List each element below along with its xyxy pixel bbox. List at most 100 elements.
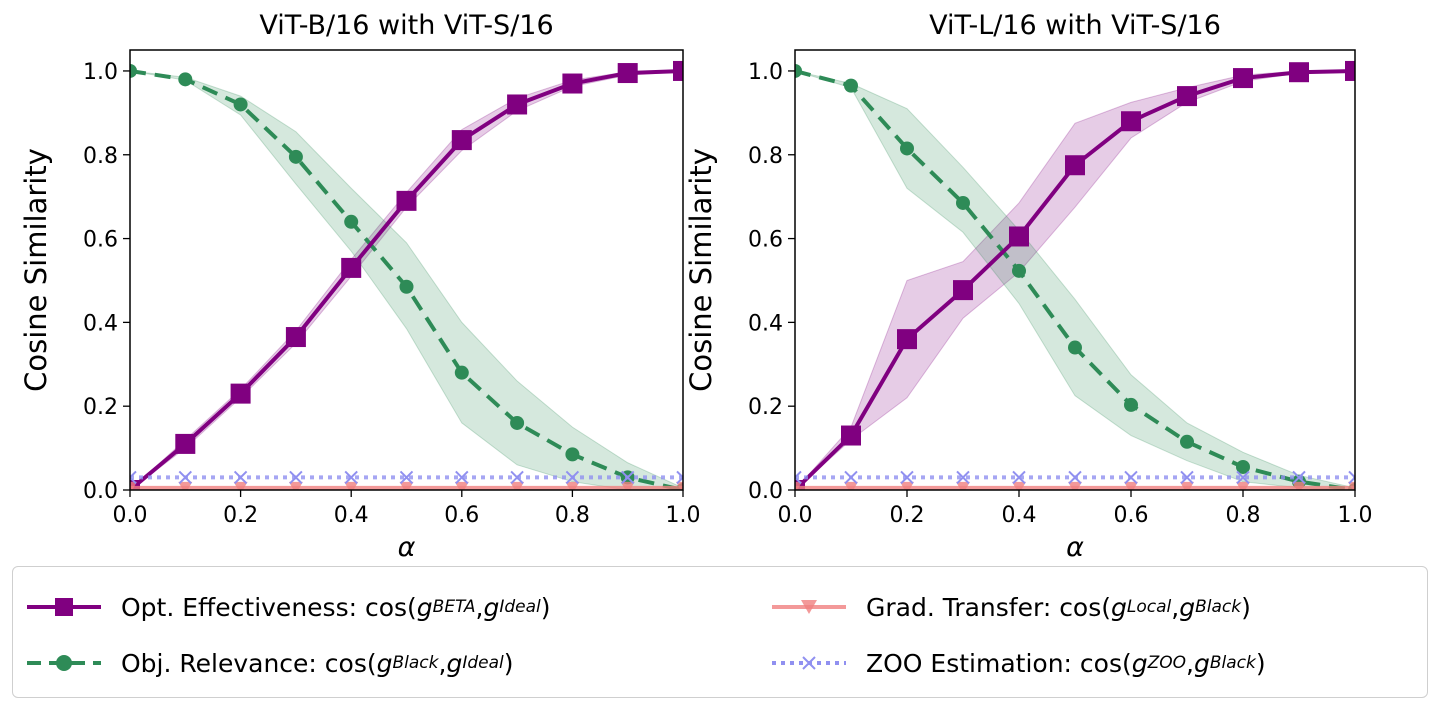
data-point-square — [953, 280, 973, 301]
subplot-1: 0.0 0.2 0.4 0.6 0.8 1.0 0.0 0.2 0.4 0.6 0.8 1.0 ViT-… — [19, 10, 701, 563]
data-point-triangle — [1012, 481, 1026, 490]
y-tick-label: 0.0 — [83, 479, 118, 504]
x-tick-label: 0.2 — [890, 503, 925, 528]
data-point-square — [897, 329, 917, 350]
data-point-x — [1068, 470, 1082, 485]
data-point-square — [617, 63, 638, 84]
legend-text: , — [1186, 648, 1194, 678]
legend-text: ) — [1241, 592, 1251, 622]
x-tick-label: 0.8 — [555, 503, 590, 528]
axes-frame — [129, 49, 684, 491]
data-point-circle — [288, 149, 303, 164]
legend-symbol: g — [1131, 648, 1148, 678]
legend-item-obj-relevance: Obj. Relevance: cos(g Black, g Ideal) — [25, 643, 514, 683]
confidence-band — [795, 70, 1355, 490]
x-tick-label: 0.4 — [334, 503, 369, 528]
data-point-square — [1289, 62, 1309, 83]
legend-text: ) — [1255, 648, 1266, 678]
y-tick-label: 0.2 — [83, 395, 118, 420]
data-point-circle — [130, 63, 137, 78]
legend-item-zoo-estimation: ZOO Estimation: cos(g ZOO, g Black) — [770, 643, 1266, 683]
data-point-square — [562, 73, 583, 94]
legend-symbol: g — [1179, 592, 1196, 622]
legend-swatch-x-icon — [772, 656, 846, 670]
data-point-x — [1292, 470, 1306, 485]
x-tick-label: 0.6 — [1114, 503, 1149, 528]
y-tick-label: 0.8 — [748, 144, 783, 169]
legend-text: Opt. Effectiveness: cos( — [121, 592, 417, 622]
data-point-circle — [1180, 434, 1194, 449]
legend-subscript: Black — [1209, 653, 1256, 673]
data-point-triangle — [454, 481, 469, 490]
data-point-x — [399, 470, 414, 485]
data-point-triangle — [1180, 481, 1194, 490]
y-tick-label: 0.4 — [748, 311, 783, 336]
legend-symbol: g — [376, 648, 393, 678]
legend-text: , — [1171, 592, 1180, 622]
data-point-triangle — [900, 481, 914, 490]
y-tick-label: 1.0 — [748, 60, 783, 85]
plot-area — [795, 60, 1355, 490]
x-tick-label: 0.2 — [223, 503, 258, 528]
legend-swatch-triangle-icon — [772, 600, 846, 614]
data-point-triangle — [565, 481, 580, 490]
data-point-circle — [1068, 340, 1082, 355]
data-point-circle — [795, 63, 802, 78]
data-point-triangle — [844, 481, 858, 490]
data-point-circle — [900, 141, 914, 156]
legend-subscript: Ideal — [499, 597, 541, 617]
x-tick-label: 0.0 — [778, 503, 813, 528]
x-axis-label: α — [1066, 532, 1084, 563]
y-tick-label: 0.2 — [748, 395, 783, 420]
y-tick-label: 0.8 — [83, 144, 118, 169]
data-point-square — [1121, 111, 1141, 132]
legend-symbol: g — [1111, 592, 1127, 622]
data-point-triangle — [288, 481, 303, 490]
data-point-circle — [233, 97, 248, 112]
legend-item-grad-transfer: Grad. Transfer: cos(g Local, g Black) — [770, 587, 1251, 627]
y-axis-label: Cosine Similarity — [19, 148, 53, 392]
data-point-x — [565, 470, 580, 485]
data-point-x — [1348, 470, 1355, 485]
x-tick-label: 0.4 — [1002, 503, 1037, 528]
x-tick-label: 1.0 — [666, 503, 701, 528]
chart-title: ViT-B/16 with ViT-S/16 — [259, 10, 553, 41]
data-point-x — [844, 470, 858, 485]
data-point-triangle — [344, 481, 359, 490]
data-point-circle — [1012, 263, 1026, 278]
x-axis-label: α — [398, 532, 416, 563]
data-point-x — [900, 470, 914, 485]
y-tick-label: 0.0 — [748, 479, 783, 504]
data-point-x — [178, 470, 193, 485]
legend-symbol: g — [1194, 648, 1210, 678]
legend-symbol: g — [483, 592, 500, 622]
y-tick-label: 1.0 — [83, 60, 118, 85]
data-point-x — [130, 470, 137, 485]
data-point-square — [285, 327, 306, 348]
legend-text: , — [475, 592, 484, 622]
x-tick-label: 0.0 — [113, 503, 148, 528]
legend-swatch-circle-icon — [27, 655, 101, 671]
data-point-x — [233, 470, 248, 485]
data-point-circle — [1124, 397, 1138, 412]
legend-text: , — [438, 648, 447, 678]
axes-frame — [794, 49, 1356, 491]
data-point-x — [1180, 470, 1194, 485]
legend-subscript: Black — [392, 653, 439, 673]
x-tick-label: 1.0 — [1338, 503, 1373, 528]
data-point-x — [344, 470, 358, 485]
data-point-square — [175, 433, 196, 454]
data-point-x — [510, 470, 524, 485]
data-point-square — [396, 190, 417, 211]
legend-symbol: g — [446, 648, 463, 678]
data-point-x — [795, 470, 802, 485]
data-point-square — [673, 60, 683, 81]
data-point-x — [1124, 470, 1138, 485]
y-tick-label: 0.6 — [83, 228, 118, 253]
legend: Opt. Effectiveness: cos(g BETA, g Ideal) O… — [12, 566, 1428, 698]
data-point-triangle — [1292, 481, 1306, 490]
y-tick-label: 0.4 — [83, 311, 118, 336]
plot-area — [130, 60, 683, 490]
data-point-square — [507, 94, 528, 115]
